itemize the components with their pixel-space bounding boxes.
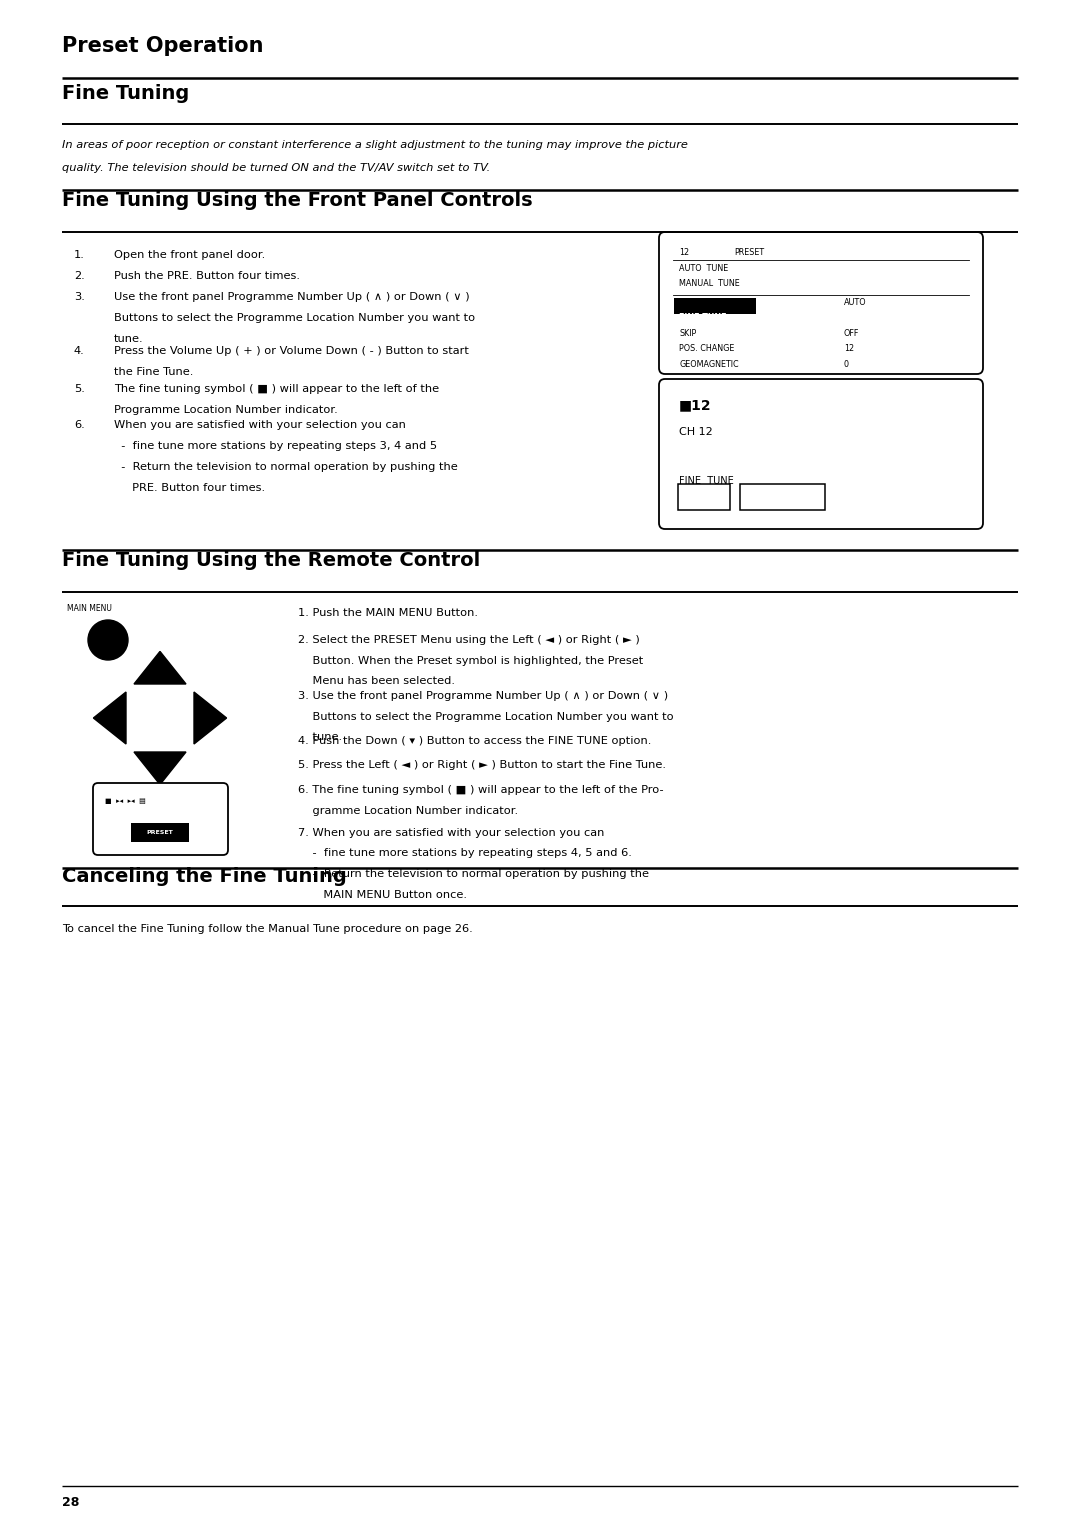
Text: 4. Push the Down ( ▾ ) Button to access the FINE TUNE option.: 4. Push the Down ( ▾ ) Button to access … [298,736,651,746]
Text: PRESET: PRESET [734,248,765,257]
Text: Fine Tuning Using the Remote Control: Fine Tuning Using the Remote Control [62,552,481,570]
Text: -  Return the television to normal operation by pushing the: - Return the television to normal operat… [298,869,649,879]
Text: OFF: OFF [843,329,860,338]
Text: CH 12: CH 12 [679,426,713,437]
Text: Menu has been selected.: Menu has been selected. [298,675,455,686]
Text: 5.: 5. [75,384,85,394]
Text: AUTO  TUNE: AUTO TUNE [679,264,728,274]
Text: -  fine tune more stations by repeating steps 3, 4 and 5: - fine tune more stations by repeating s… [114,442,437,451]
Text: To cancel the Fine Tuning follow the Manual Tune procedure on page 26.: To cancel the Fine Tuning follow the Man… [62,924,473,934]
Text: The fine tuning symbol ( ■ ) will appear to the left of the: The fine tuning symbol ( ■ ) will appear… [114,384,440,394]
Text: 1.: 1. [75,251,85,260]
Text: GEOMAGNETIC: GEOMAGNETIC [679,361,739,368]
Text: SKIP: SKIP [679,329,697,338]
FancyBboxPatch shape [674,298,756,315]
Text: Buttons to select the Programme Location Number you want to: Buttons to select the Programme Location… [298,712,674,721]
Text: FINE TUNE: FINE TUNE [679,313,727,322]
Circle shape [87,620,129,660]
Text: PRE. Button four times.: PRE. Button four times. [114,483,265,494]
Text: 3.: 3. [75,292,85,303]
Text: ■12: ■12 [679,397,712,413]
Text: Push the PRE. Button four times.: Push the PRE. Button four times. [114,270,300,281]
Text: In areas of poor reception or constant interference a slight adjustment to the t: In areas of poor reception or constant i… [62,141,688,150]
Text: Fine Tuning Using the Front Panel Controls: Fine Tuning Using the Front Panel Contro… [62,191,532,209]
Polygon shape [134,651,186,685]
Text: 2. Select the PRESET Menu using the Left ( ◄ ) or Right ( ► ): 2. Select the PRESET Menu using the Left… [298,636,639,645]
Text: 6.: 6. [75,420,84,429]
Text: 28: 28 [62,1496,79,1510]
Text: FINE  TUNE: FINE TUNE [679,477,733,486]
Text: Canceling the Fine Tuning: Canceling the Fine Tuning [62,866,347,886]
Text: Open the front panel door.: Open the front panel door. [114,251,266,260]
Text: 3. Use the front panel Programme Number Up ( ∧ ) or Down ( ∨ ): 3. Use the front panel Programme Number … [298,691,669,701]
Text: 2.: 2. [75,270,84,281]
Text: Buttons to select the Programme Location Number you want to: Buttons to select the Programme Location… [114,313,475,322]
FancyBboxPatch shape [740,484,825,510]
Text: 4.: 4. [75,345,84,356]
Text: Preset Operation: Preset Operation [62,37,264,57]
Text: COLOUR SYS: COLOUR SYS [679,298,730,307]
Text: 12: 12 [679,248,689,257]
FancyBboxPatch shape [93,782,228,856]
Text: tune.: tune. [298,732,342,743]
Polygon shape [194,692,227,744]
Text: -  Return the television to normal operation by pushing the: - Return the television to normal operat… [114,461,458,472]
Text: Use the front panel Programme Number Up ( ∧ ) or Down ( ∨ ): Use the front panel Programme Number Up … [114,292,470,303]
Text: ■  ▸◂  ▸◂  ▤: ■ ▸◂ ▸◂ ▤ [105,798,146,804]
Text: POS. CHANGE: POS. CHANGE [679,344,734,353]
Text: Press the Volume Up ( + ) or Volume Down ( - ) Button to start: Press the Volume Up ( + ) or Volume Down… [114,345,469,356]
Text: the Fine Tune.: the Fine Tune. [114,367,193,377]
Text: Programme Location Number indicator.: Programme Location Number indicator. [114,405,338,416]
FancyBboxPatch shape [659,232,983,374]
FancyBboxPatch shape [131,824,189,842]
Text: gramme Location Number indicator.: gramme Location Number indicator. [298,805,518,816]
Text: 6. The fine tuning symbol ( ■ ) will appear to the left of the Pro-: 6. The fine tuning symbol ( ■ ) will app… [298,785,663,795]
Text: PRESET: PRESET [147,830,174,834]
Text: tune.: tune. [114,335,144,344]
Text: -  fine tune more stations by repeating steps 4, 5 and 6.: - fine tune more stations by repeating s… [298,848,632,859]
Text: When you are satisfied with your selection you can: When you are satisfied with your selecti… [114,420,406,429]
Text: MAIN MENU: MAIN MENU [67,604,112,613]
Text: MANUAL  TUNE: MANUAL TUNE [679,280,740,289]
Text: MAIN MENU Button once.: MAIN MENU Button once. [298,889,467,900]
Text: quality. The television should be turned ON and the TV/AV switch set to TV.: quality. The television should be turned… [62,163,490,173]
Text: Button. When the Preset symbol is highlighted, the Preset: Button. When the Preset symbol is highli… [298,656,644,666]
Polygon shape [93,692,126,744]
Text: 7. When you are satisfied with your selection you can: 7. When you are satisfied with your sele… [298,828,605,837]
FancyBboxPatch shape [133,691,187,746]
FancyBboxPatch shape [659,379,983,529]
Text: AUTO: AUTO [843,298,866,307]
Text: 5. Press the Left ( ◄ ) or Right ( ► ) Button to start the Fine Tune.: 5. Press the Left ( ◄ ) or Right ( ► ) B… [298,759,666,770]
Text: 0: 0 [843,361,849,368]
FancyBboxPatch shape [678,484,730,510]
Text: Fine Tuning: Fine Tuning [62,84,189,102]
Text: 12: 12 [843,344,854,353]
Text: 1. Push the MAIN MENU Button.: 1. Push the MAIN MENU Button. [298,608,478,617]
Polygon shape [134,752,186,784]
